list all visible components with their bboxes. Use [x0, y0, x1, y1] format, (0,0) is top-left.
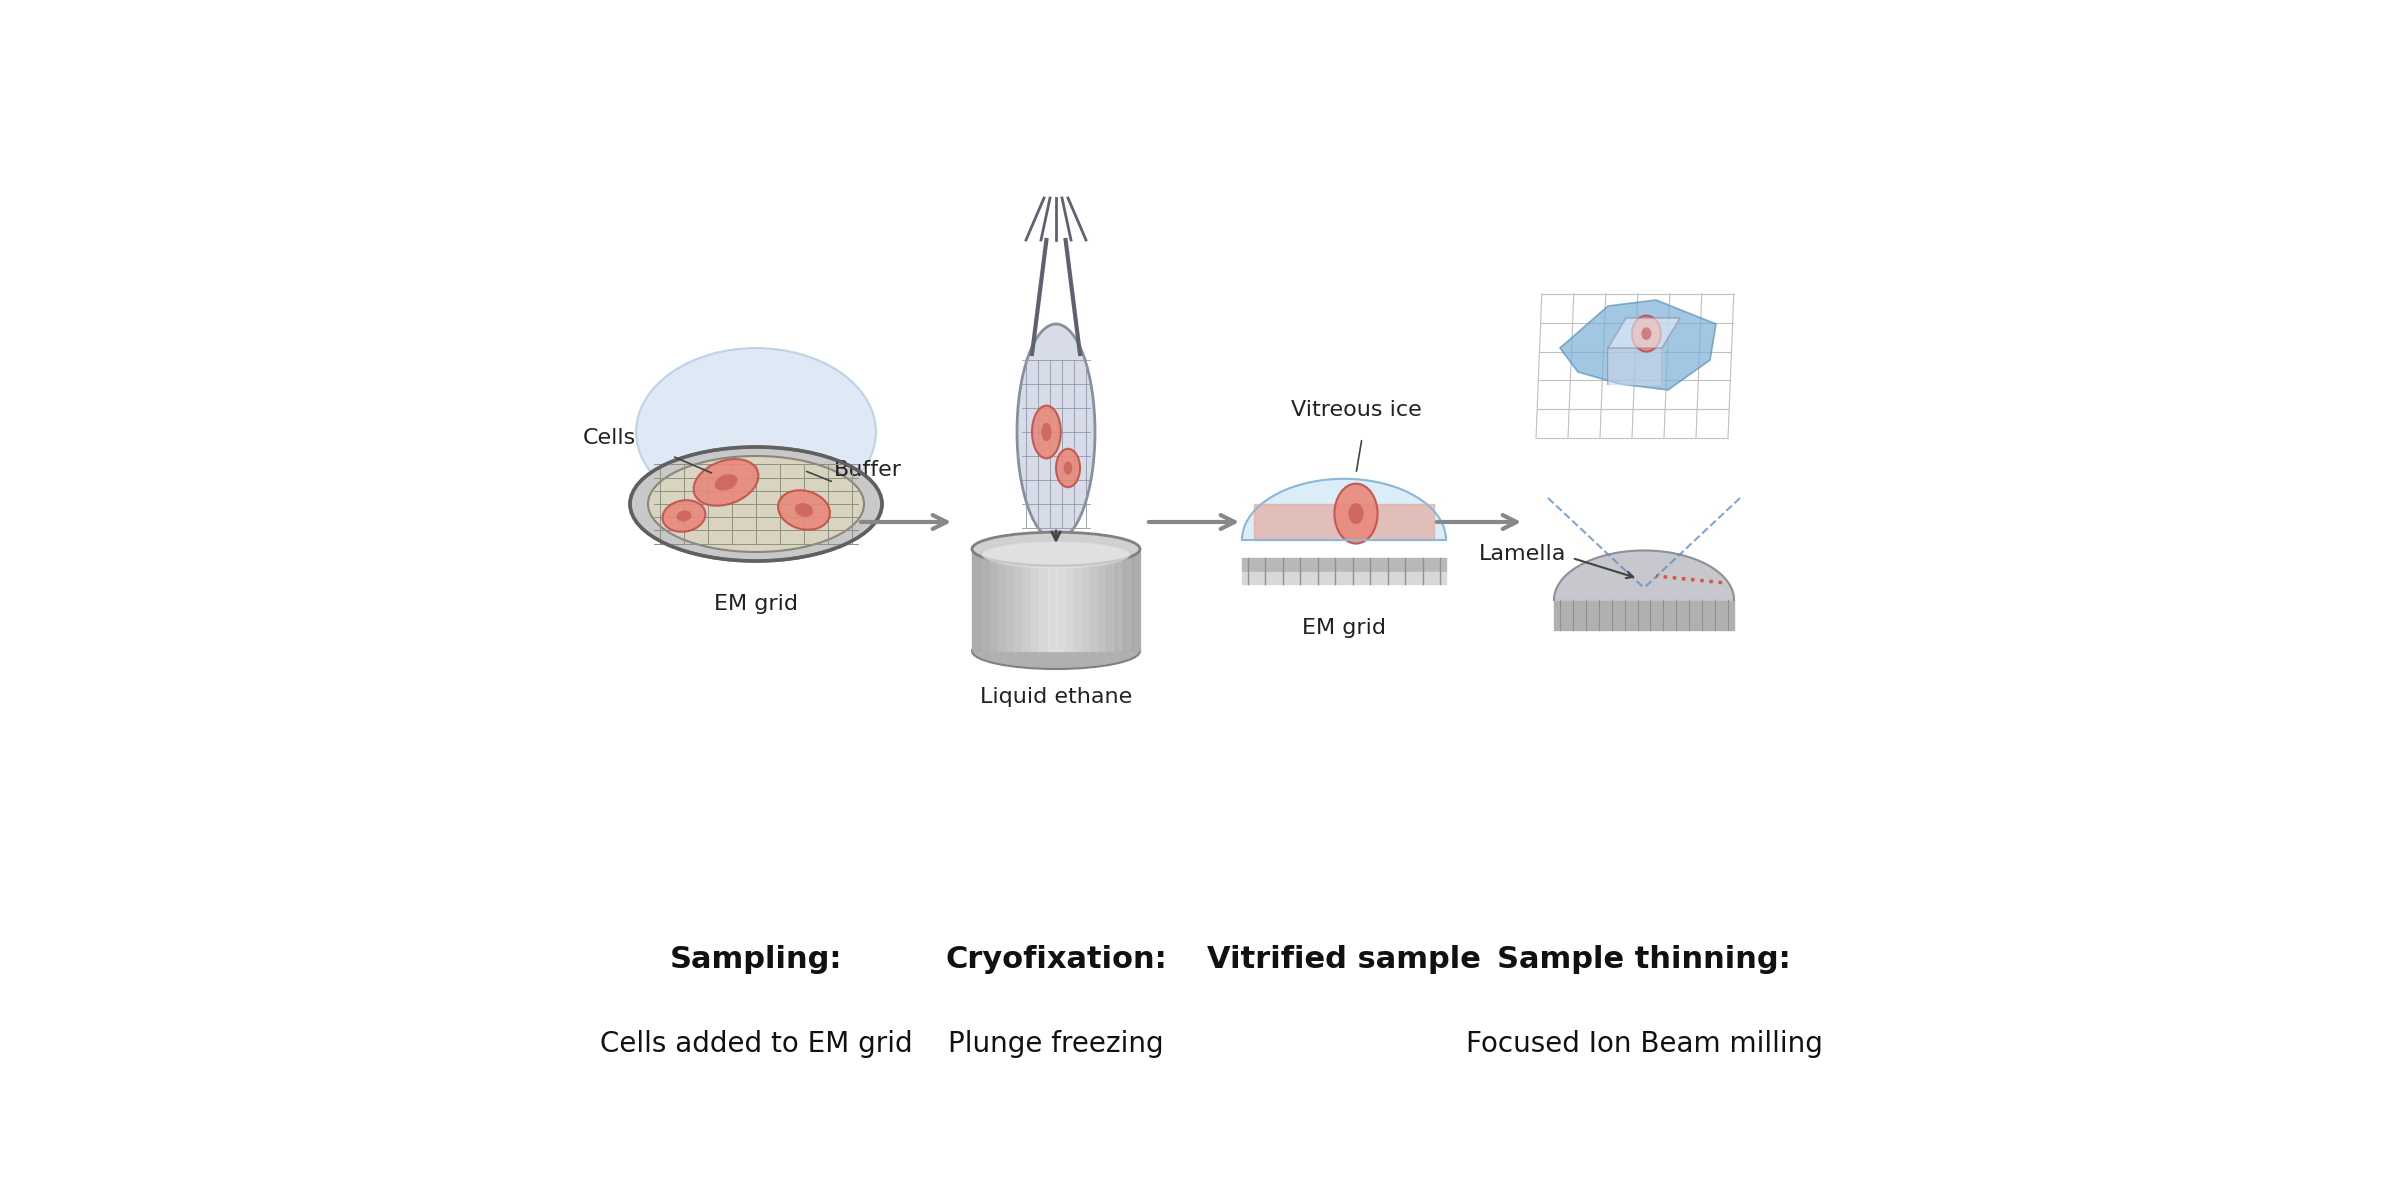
Ellipse shape	[1042, 422, 1051, 442]
Ellipse shape	[982, 541, 1130, 569]
Text: Sample thinning:: Sample thinning:	[1498, 946, 1790, 974]
Text: Lamella: Lamella	[1478, 545, 1567, 564]
Ellipse shape	[1032, 406, 1061, 458]
Text: Buffer: Buffer	[835, 461, 902, 480]
Text: EM grid: EM grid	[1301, 618, 1387, 638]
Ellipse shape	[972, 634, 1140, 670]
Ellipse shape	[778, 491, 830, 529]
Text: Vitrified sample: Vitrified sample	[1207, 946, 1481, 974]
Ellipse shape	[1642, 328, 1651, 340]
Ellipse shape	[715, 474, 737, 491]
Polygon shape	[1608, 348, 1661, 384]
Polygon shape	[1243, 479, 1445, 540]
Ellipse shape	[1063, 461, 1073, 475]
Text: Focused Ion Beam milling: Focused Ion Beam milling	[1466, 1030, 1822, 1058]
Polygon shape	[972, 550, 1140, 650]
Polygon shape	[1555, 551, 1733, 600]
Ellipse shape	[972, 533, 1140, 565]
Text: Plunge freezing: Plunge freezing	[948, 1030, 1164, 1058]
Text: Liquid ethane: Liquid ethane	[979, 686, 1133, 707]
Ellipse shape	[1334, 484, 1378, 544]
Text: Cells added to EM grid: Cells added to EM grid	[600, 1030, 912, 1058]
Text: Cryofixation:: Cryofixation:	[946, 946, 1166, 974]
Ellipse shape	[677, 510, 691, 522]
Ellipse shape	[1056, 449, 1080, 487]
Text: Vitreous ice: Vitreous ice	[1291, 400, 1421, 420]
Ellipse shape	[1018, 324, 1094, 540]
Ellipse shape	[694, 460, 758, 505]
Text: EM grid: EM grid	[715, 594, 797, 614]
Polygon shape	[1608, 318, 1680, 348]
Polygon shape	[1560, 300, 1716, 390]
Ellipse shape	[648, 456, 864, 552]
Ellipse shape	[629, 446, 883, 560]
Ellipse shape	[794, 503, 814, 517]
Ellipse shape	[1349, 503, 1363, 524]
Text: Sampling:: Sampling:	[670, 946, 842, 974]
Ellipse shape	[1632, 316, 1661, 352]
Ellipse shape	[636, 348, 876, 516]
Text: Cells: Cells	[583, 428, 636, 448]
Ellipse shape	[662, 500, 706, 532]
